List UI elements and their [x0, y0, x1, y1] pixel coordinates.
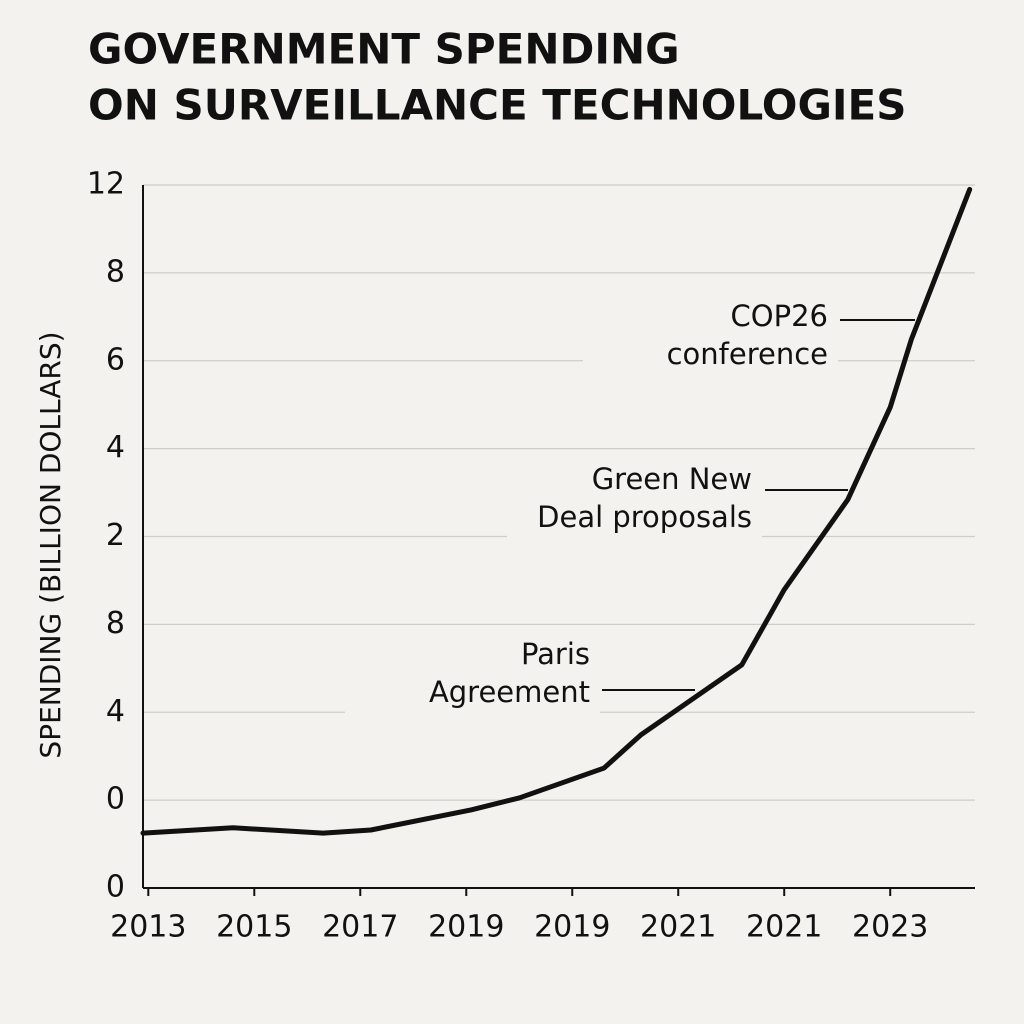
chart-title: ON SURVEILLANCE TECHNOLOGIES [88, 81, 907, 130]
annotation: Paris [521, 637, 590, 671]
line [140, 186, 973, 836]
annotation-backdrop [507, 459, 762, 539]
annotation-backdrop [345, 634, 600, 714]
annotation: Green New [592, 462, 752, 496]
x-tick-label: 2021 [746, 910, 822, 945]
x-tick-label: 2015 [216, 910, 292, 945]
y-tick-label: 2 [106, 518, 125, 553]
x-tick-label: 2019 [534, 910, 610, 945]
annotation: Deal proposals [537, 500, 752, 534]
x-tick-label: 2017 [322, 910, 398, 945]
y-tick-label: 12 [87, 167, 125, 202]
annotation: Agreement [429, 675, 590, 709]
x-tick-label: 2013 [110, 910, 186, 945]
annotation: conference [667, 337, 828, 371]
y-tick-label: 6 [106, 342, 125, 377]
x-tick-label: 2023 [852, 910, 928, 945]
y-tick-label: 8 [106, 606, 125, 641]
annotation: COP26 [731, 299, 828, 333]
x-tick-label: 2019 [428, 910, 504, 945]
y-tick-label: 0 [106, 870, 125, 905]
chart-title: GOVERNMENT SPENDING [88, 25, 680, 74]
y-tick-label: 4 [106, 694, 125, 729]
annotation-backdrop [583, 296, 838, 376]
y-tick-label: 4 [106, 430, 125, 465]
y-tick-label: 0 [106, 782, 125, 817]
x-tick-label: 2021 [640, 910, 716, 945]
y-axis-label: SPENDING (BILLION DOLLARS) [34, 331, 67, 758]
y-tick-label: 8 [106, 254, 125, 289]
